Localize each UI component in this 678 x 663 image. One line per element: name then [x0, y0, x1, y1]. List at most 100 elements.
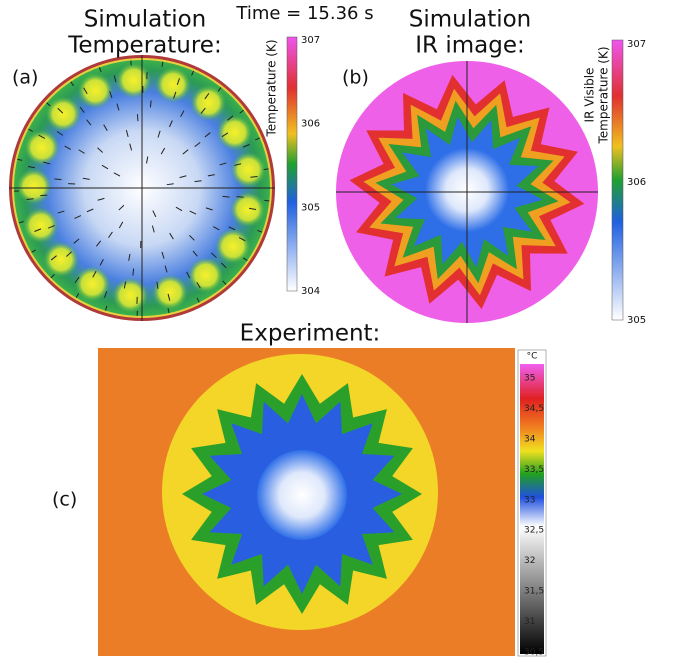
arrow: [219, 162, 227, 166]
hot-spot: [230, 151, 267, 188]
arrow: [86, 208, 94, 213]
time-label: Time = 15.36 s: [235, 3, 373, 24]
arrow: [116, 103, 120, 111]
arrow: [173, 91, 177, 99]
colorbar-tick-label: 307: [301, 35, 320, 46]
colorbar-tick-label: 305: [627, 315, 646, 326]
arrow: [43, 161, 51, 165]
arrow: [99, 258, 104, 266]
arrow: [166, 183, 174, 186]
arrow: [234, 163, 242, 166]
ir-center: [257, 450, 347, 540]
arrow: [83, 87, 88, 95]
arrow: [151, 225, 155, 233]
arrow: [249, 207, 257, 211]
colorbar-title: Temperature (K): [265, 39, 279, 137]
hot-spot: [22, 207, 59, 244]
colorbar: [520, 364, 544, 654]
colorbar-tick-label: 35: [524, 374, 535, 384]
colorbar-tick-label: 31,5: [524, 587, 544, 597]
panel-title: Simulation: [409, 7, 532, 33]
arrow: [194, 180, 202, 183]
arrow: [157, 130, 161, 138]
arrow: [79, 106, 85, 113]
panel-title: Simulation: [84, 7, 207, 33]
arrow: [175, 206, 183, 212]
arrow: [108, 231, 113, 239]
arrow: [82, 177, 90, 180]
panel-title: Experiment:: [240, 321, 381, 347]
arrow: [78, 149, 85, 154]
arrow: [146, 156, 149, 164]
colorbar: [611, 39, 624, 321]
arrow: [50, 255, 57, 261]
colorbar-unit: °C: [527, 352, 538, 362]
arrow: [182, 149, 189, 155]
arrow: [95, 240, 102, 247]
colorbar-tick-label: 33: [524, 495, 535, 505]
arrow: [160, 147, 166, 155]
arrow: [196, 281, 201, 289]
arrow: [73, 238, 80, 244]
arrow: [113, 75, 117, 83]
arrow: [34, 228, 42, 232]
arrow: [48, 224, 55, 229]
arrow: [207, 174, 215, 177]
arrow: [64, 145, 72, 150]
arrow: [156, 281, 159, 289]
hot-spot: [190, 84, 227, 121]
hot-spot: [77, 72, 114, 109]
arrow: [103, 290, 108, 298]
panel-title: IR image:: [415, 33, 524, 59]
colorbar-tick-label: 31: [524, 617, 535, 627]
hot-spot: [214, 228, 251, 265]
arrow: [222, 195, 230, 198]
hot-spot: [151, 274, 188, 311]
arrow: [132, 268, 135, 276]
colorbar-tick-label: 30,5: [524, 648, 544, 658]
arrow: [92, 270, 97, 278]
hot-spot: [229, 191, 266, 228]
colorbar: [286, 36, 298, 292]
arrow: [130, 60, 132, 66]
arrow: [221, 132, 229, 138]
arrow: [180, 110, 185, 118]
arrow: [27, 165, 35, 169]
arrow: [86, 119, 92, 126]
arrow: [204, 132, 211, 138]
arrow: [236, 196, 244, 198]
arrow: [118, 221, 124, 229]
arrow: [212, 226, 220, 231]
arrow: [228, 226, 236, 231]
arrow: [152, 210, 157, 218]
arrow: [167, 293, 171, 301]
arrow: [103, 124, 108, 131]
hot-spot: [45, 96, 82, 133]
arrow: [186, 271, 191, 279]
arrow: [38, 134, 46, 139]
hot-spot: [43, 241, 80, 278]
arrow: [54, 178, 62, 181]
arrow: [205, 207, 213, 211]
hot-spot: [23, 129, 60, 166]
arrow: [179, 175, 187, 179]
arrow: [211, 252, 217, 259]
colorbar-tick-label: 305: [301, 202, 320, 213]
panel-label: (a): [12, 67, 38, 89]
hot-spot: [112, 277, 149, 314]
arrow: [169, 120, 173, 128]
arrow: [189, 234, 195, 241]
arrow: [113, 172, 121, 177]
arrow: [200, 107, 206, 114]
arrow: [118, 204, 125, 211]
arrow: [189, 210, 197, 215]
colorbar-tick-label: 34,5: [524, 404, 544, 414]
arrow: [238, 237, 246, 242]
arrow: [264, 199, 270, 202]
colorbar-title: IR Visible: [583, 68, 597, 123]
colorbar-tick-label: 34: [524, 434, 536, 444]
arrow: [26, 198, 34, 200]
hot-spot: [216, 114, 253, 151]
colorbar-tick-label: 33,5: [524, 465, 544, 475]
arrow: [250, 176, 258, 178]
